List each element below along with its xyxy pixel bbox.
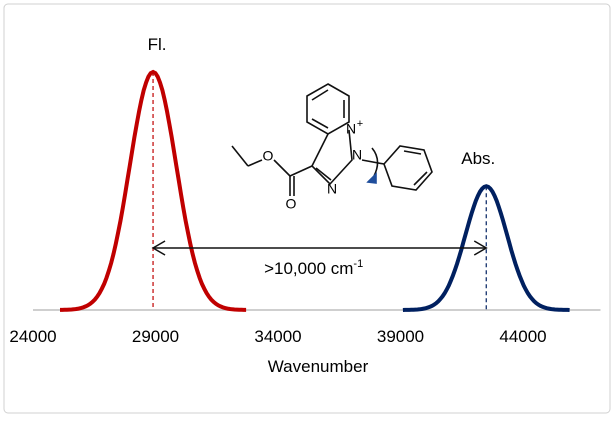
arrow-head <box>473 240 488 256</box>
peak-label: Abs. <box>461 149 495 168</box>
pyrazole-ring <box>311 129 353 186</box>
rotation-arrow <box>371 147 379 177</box>
bond <box>247 159 263 167</box>
card-border <box>3 3 611 414</box>
x-tick-label: 44000 <box>499 327 546 346</box>
bond <box>311 118 329 129</box>
arrow-head <box>366 172 377 184</box>
molecule: N + N N O O <box>231 83 433 212</box>
bond <box>403 150 422 155</box>
x-axis-label: Wavenumber <box>268 357 369 376</box>
arrow-head <box>151 240 166 256</box>
bond <box>311 89 329 101</box>
peak-label: Fl. <box>148 35 167 54</box>
charge-label: + <box>357 118 363 130</box>
x-tick-label: 24000 <box>9 327 56 346</box>
bond <box>231 145 249 167</box>
x-tick-label: 34000 <box>254 327 301 346</box>
atom-label: N <box>352 147 362 163</box>
bond <box>315 167 332 181</box>
annotation-superscript: -1 <box>353 258 363 270</box>
x-tick-label: 29000 <box>132 327 179 346</box>
atom-label: N <box>327 181 337 197</box>
bond <box>289 165 313 177</box>
bond <box>273 159 291 177</box>
phenyl-ring <box>383 145 433 191</box>
annotation-text: >10,000 cm <box>264 259 353 278</box>
bond <box>413 171 428 186</box>
bond <box>361 159 385 165</box>
peak-curve <box>402 184 570 312</box>
atom-label: O <box>263 148 274 164</box>
annotation: >10,000 cm-1 <box>264 258 363 278</box>
atom-label: N <box>346 121 356 137</box>
atom-label: O <box>286 196 297 212</box>
x-tick-label: 39000 <box>377 327 424 346</box>
